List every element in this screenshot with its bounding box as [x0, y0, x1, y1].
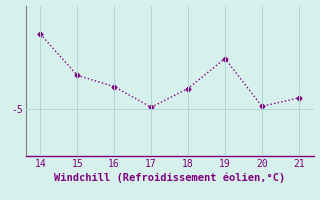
X-axis label: Windchill (Refroidissement éolien,°C): Windchill (Refroidissement éolien,°C) — [54, 173, 285, 183]
